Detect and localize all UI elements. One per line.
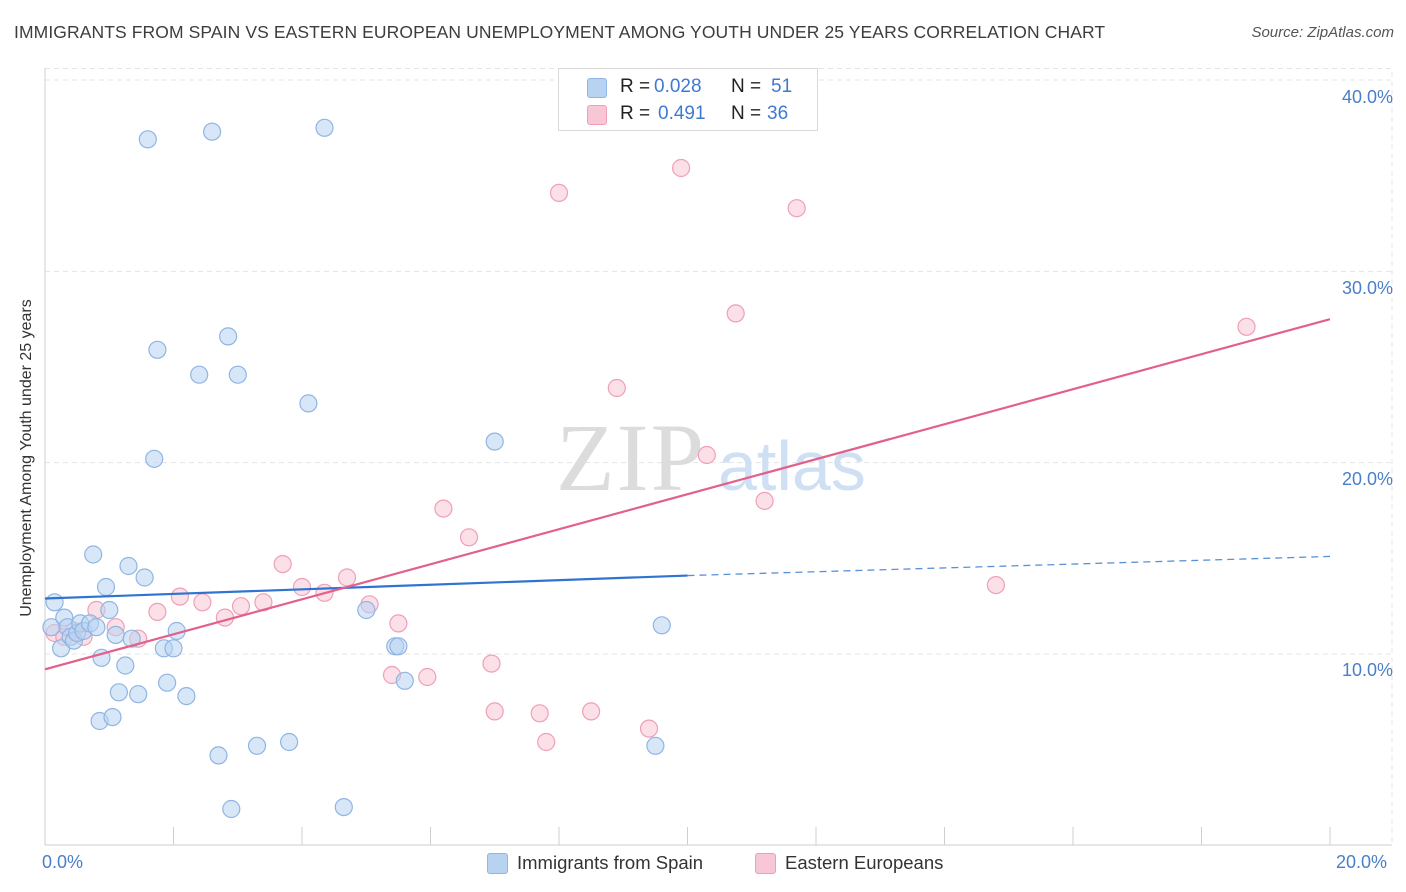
point-eastern-25 [530,704,549,723]
point-eastern-32 [697,445,716,465]
point-spain-16 [100,600,119,620]
point-eastern-11 [231,597,251,616]
series-immigrants-from-spain [42,118,671,819]
chart-title: IMMIGRANTS FROM SPAIN VS EASTERN EUROPEA… [14,22,1106,42]
point-spain-41 [299,394,318,413]
point-spain-33 [190,365,209,384]
bottom-legend-label: Immigrants from Spain [517,852,704,873]
point-spain-26 [145,449,164,468]
point-eastern-13 [273,554,292,574]
axes [44,68,1392,846]
point-eastern-29 [607,378,626,398]
point-spain-12 [87,618,106,637]
point-eastern-9 [193,593,212,612]
point-spain-46 [389,637,408,656]
point-spain-17 [103,707,122,727]
point-spain-19 [109,683,129,702]
correlation-legend: R = 0.028 N = 51 R = 0.491 N = 36 [558,68,818,131]
point-spain-29 [158,673,177,692]
bottom-legend-swatch-pink [755,853,776,874]
point-spain-36 [219,327,238,346]
point-eastern-24 [485,702,504,721]
point-spain-49 [646,736,665,755]
point-spain-42 [315,118,334,137]
y-tick-label-10: 10.0% [1341,660,1393,680]
legend-swatch-blue [587,78,607,98]
grid [45,68,1393,845]
point-spain-18 [106,625,125,645]
legend-n-label: N = [731,103,762,124]
point-eastern-20 [418,667,437,687]
point-eastern-21 [434,499,453,518]
point-eastern-7 [148,602,167,622]
trend-line-eastern [44,318,1331,671]
legend-n-label: N = [731,76,762,97]
point-spain-20 [116,656,135,675]
x-tick-label-max: 20.0% [1336,852,1388,872]
point-eastern-8 [170,587,189,606]
point-spain-23 [129,685,148,704]
point-spain-38 [228,365,247,384]
y-tick-label-30: 30.0% [1341,278,1393,298]
point-eastern-28 [581,702,601,721]
point-eastern-37 [1237,317,1256,336]
source-label: Source: ZipAtlas.com [1251,24,1394,41]
point-spain-32 [177,686,196,706]
point-eastern-30 [639,719,659,738]
x-tick-label-min: 0.0% [42,852,84,872]
legend-r-label: R = [620,76,651,97]
point-eastern-26 [537,732,556,752]
point-eastern-33 [726,304,745,323]
point-eastern-34 [755,491,774,510]
point-spain-35 [209,746,228,765]
point-spain-15 [96,577,116,597]
point-eastern-35 [787,199,806,218]
y-axis-label: Unemployment Among Youth under 25 years [18,299,35,617]
point-spain-48 [485,432,504,451]
point-spain-25 [138,130,157,149]
point-eastern-27 [549,183,569,202]
point-spain-27 [148,340,167,359]
point-spain-11 [84,545,103,564]
point-eastern-36 [986,575,1006,595]
point-spain-43 [334,797,353,817]
point-spain-37 [222,799,241,819]
y-tick-label-40: 40.0% [1341,87,1393,107]
point-spain-21 [119,556,138,576]
point-spain-40 [280,732,299,752]
point-eastern-22 [459,528,479,547]
trend-line-spain-extrapolated [687,555,1331,577]
trend-lines [44,318,1331,671]
point-spain-1 [45,593,64,612]
legend-n-value: 36 [767,103,789,124]
legend-r-label: R = [620,103,651,124]
point-eastern-31 [671,158,691,178]
point-spain-22 [122,629,141,648]
point-spain-34 [203,122,222,141]
point-eastern-16 [337,568,357,587]
point-eastern-23 [482,654,501,673]
legend-n-value: 51 [771,76,793,97]
point-spain-30 [164,639,183,658]
legend-swatch-pink [587,105,607,125]
point-spain-44 [357,600,376,620]
legend-r-value: 0.028 [654,76,702,97]
trend-line-spain [44,574,688,600]
legend-r-value: 0.491 [658,103,706,124]
point-spain-39 [247,736,267,755]
point-spain-47 [395,671,414,690]
point-spain-50 [652,616,671,635]
bottom-legend-label: Eastern Europeans [785,852,944,873]
point-spain-24 [135,568,154,587]
point-eastern-14 [292,577,312,597]
bottom-legend-swatch-blue [487,853,508,874]
watermark-zip: ZIP [556,404,706,511]
point-eastern-19 [389,614,408,633]
y-tick-label-20: 20.0% [1341,469,1393,489]
